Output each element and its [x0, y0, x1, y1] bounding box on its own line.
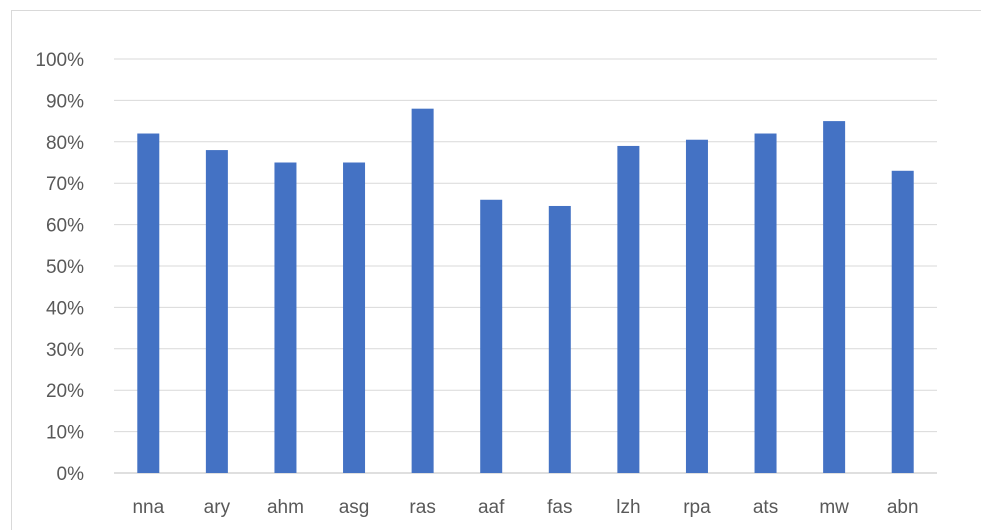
x-category-label: ahm: [267, 497, 304, 518]
bar-abn: [891, 170, 914, 473]
y-tick-label: 90%: [46, 91, 84, 112]
bar-mw: [823, 121, 846, 473]
chart-frame: [11, 10, 981, 530]
y-tick-label: 30%: [46, 340, 84, 361]
bar-asg: [343, 162, 366, 473]
bars: [137, 108, 914, 474]
bar-ras: [411, 108, 434, 474]
x-category-label: mw: [819, 497, 849, 518]
x-category-label: lzh: [616, 497, 640, 518]
x-category-label: aaf: [478, 497, 505, 518]
bar-ats: [754, 133, 777, 473]
x-category-label: abn: [887, 497, 919, 518]
x-category-label: asg: [339, 497, 370, 518]
x-category-label: fas: [547, 497, 572, 518]
bar-ary: [205, 150, 228, 473]
bar-aaf: [480, 199, 503, 473]
x-category-label: nna: [132, 497, 164, 518]
y-tick-label: 10%: [46, 423, 84, 444]
bar-ahm: [274, 162, 297, 473]
bar-nna: [137, 133, 160, 473]
bar-fas: [548, 205, 571, 473]
y-tick-label: 80%: [46, 133, 84, 154]
y-tick-label: 70%: [46, 174, 84, 195]
bar-lzh: [617, 145, 640, 473]
y-axis-ticks: 0% 10% 20% 30% 40% 50% 60% 70% 80% 90% 100%: [35, 50, 84, 485]
x-category-label: ras: [409, 497, 435, 518]
y-tick-label: 60%: [46, 216, 84, 237]
y-tick-label: 20%: [46, 381, 84, 402]
x-category-label: rpa: [683, 497, 711, 518]
y-tick-label: 50%: [46, 257, 84, 278]
x-axis-labels: nna ary ahm asg ras aaf fas lzh rpa ats mw abn: [132, 497, 918, 518]
y-tick-label: 40%: [46, 298, 84, 319]
y-tick-label: 0%: [57, 464, 85, 485]
x-category-label: ats: [753, 497, 778, 518]
y-tick-label: 100%: [35, 50, 84, 71]
gridlines: [114, 58, 937, 474]
bar-rpa: [685, 139, 708, 474]
x-category-label: ary: [204, 497, 231, 518]
